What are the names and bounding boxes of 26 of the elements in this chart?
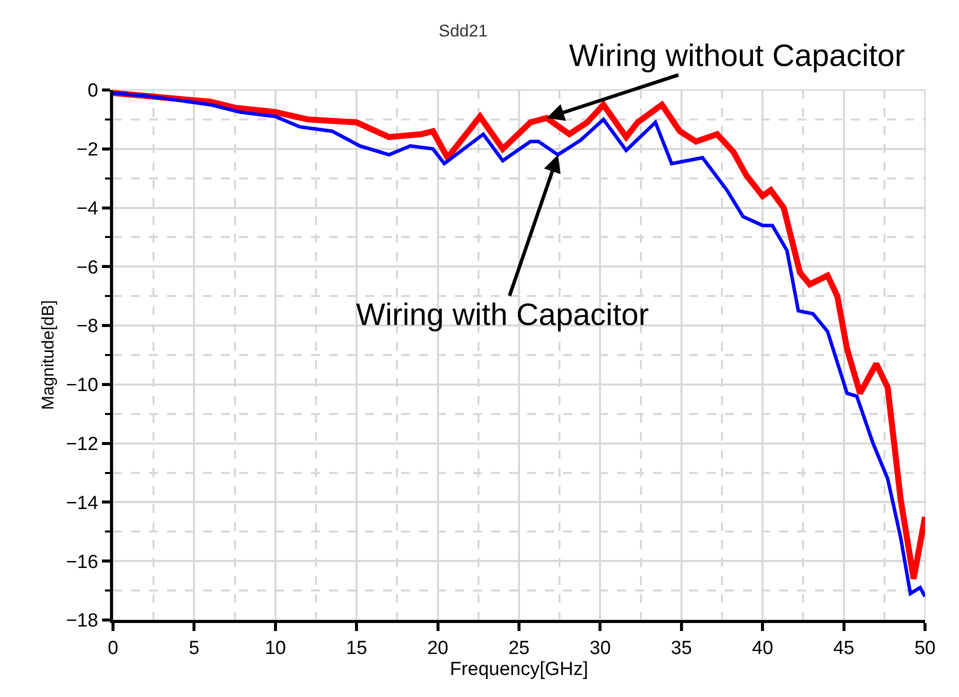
x-axis-title: Frequency[GHz]: [450, 658, 588, 680]
y-tick-label: −14: [66, 492, 99, 514]
y-tick-label: −6: [76, 257, 98, 278]
y-tick-label: −16: [66, 552, 98, 573]
y-tick-label: −12: [66, 434, 98, 455]
x-tick-label: 30: [590, 638, 611, 659]
x-tick-label: 40: [752, 638, 774, 659]
x-tick-label: 20: [427, 638, 448, 659]
x-tick-label: 25: [508, 638, 530, 659]
chart-title: Sdd21: [438, 21, 488, 40]
y-tick-label: −8: [76, 316, 98, 338]
x-tick-label: 15: [346, 638, 368, 659]
y-tick-label: −4: [76, 198, 99, 220]
y-tick-label: −10: [66, 375, 98, 396]
y-tick-label: 0: [88, 80, 98, 102]
annotation: Wiring without Capacitor: [569, 38, 905, 73]
y-axis-title: Magnitude[dB]: [38, 300, 58, 410]
x-tick-label: 35: [670, 638, 692, 659]
y-tick-label: −18: [66, 610, 98, 632]
x-tick-label: 10: [264, 638, 286, 659]
x-tick-label: 0: [108, 638, 118, 659]
x-tick-label: 50: [914, 638, 936, 659]
x-tick-label: 45: [833, 638, 854, 659]
annotation: Wiring with Capacitor: [356, 297, 649, 332]
y-tick-label: −2: [76, 140, 98, 161]
x-tick-label: 5: [188, 638, 200, 659]
